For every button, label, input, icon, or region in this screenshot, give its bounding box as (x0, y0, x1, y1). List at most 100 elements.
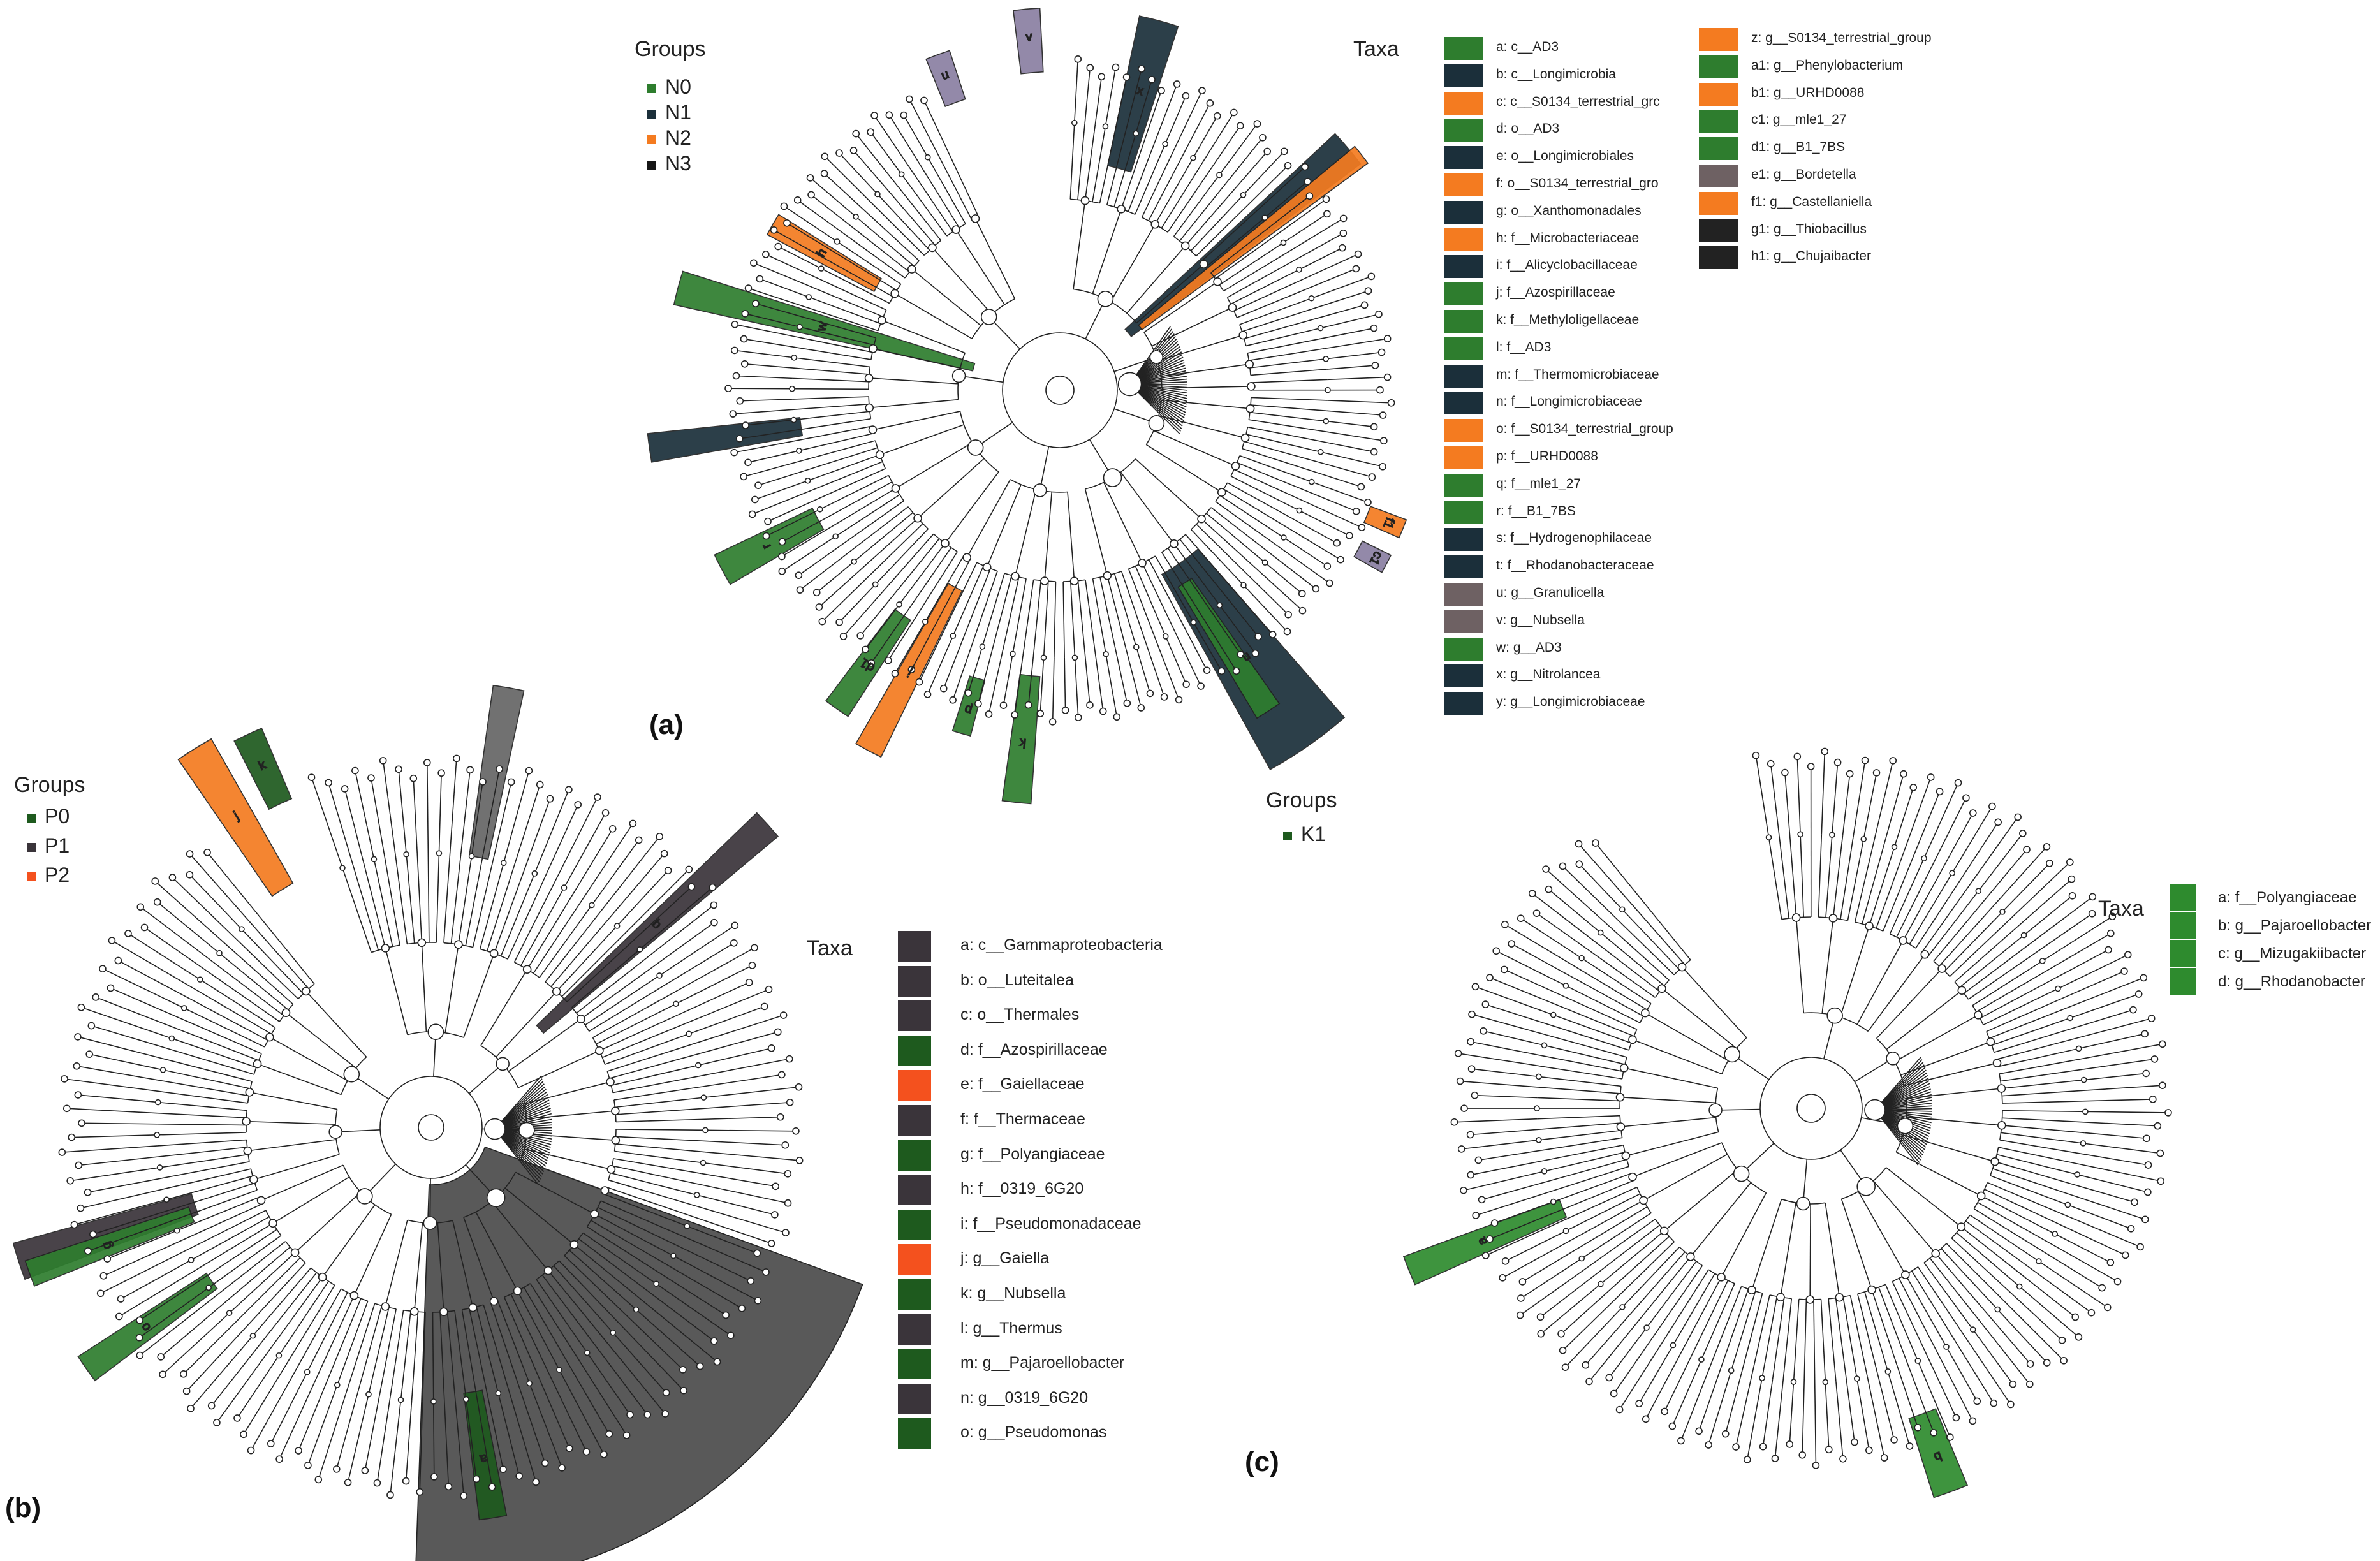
taxa-label: d: o__AD3 (1496, 121, 1560, 136)
tree-leaf-node (730, 448, 738, 457)
tree-node (531, 870, 538, 877)
tree-node (1759, 1375, 1765, 1381)
tree-leaf-node (168, 874, 177, 881)
tree-leaf-node (532, 1478, 540, 1486)
tree-branch (2019, 1286, 2079, 1338)
tree-branch (1227, 482, 1295, 520)
tree-branch (1587, 1219, 1656, 1268)
tree-leaf-node (1927, 773, 1935, 781)
tree-branch (1251, 397, 1328, 401)
tree-node (275, 1352, 283, 1359)
tree-clade-highlight (1012, 7, 1044, 75)
tree-branch (974, 218, 1016, 299)
tree-leaf-node (1518, 1278, 1527, 1286)
tree-branch (541, 1275, 597, 1347)
tree-leaf-node (115, 1312, 123, 1321)
tree-branch (816, 277, 887, 311)
tree-node (463, 1396, 469, 1403)
tree-branch (1849, 1295, 1868, 1377)
tree-node (950, 633, 957, 639)
tree-branch (686, 1226, 758, 1254)
tree-node (1822, 1379, 1829, 1386)
tree-node (1150, 219, 1160, 229)
tree-branch (1032, 580, 1042, 657)
tree-branch (611, 1064, 698, 1087)
tree-branch (1820, 1299, 1826, 1382)
tree-branch (1179, 180, 1228, 242)
tree-branch (943, 562, 978, 632)
group-legend-item: N3 (647, 152, 691, 175)
tree-node (349, 1291, 359, 1300)
tree-branch (1581, 957, 1652, 1004)
tree-branch (64, 1078, 159, 1092)
tree-node (864, 374, 874, 383)
tree-branch (2002, 1100, 2085, 1104)
tree-branch (157, 1112, 247, 1118)
tree-node (898, 171, 905, 178)
tree-branch (1504, 969, 1562, 996)
tree-node (1240, 582, 1247, 589)
tree-branch (1561, 1187, 1638, 1222)
tree-branch (1233, 469, 1304, 502)
tree-branch (1847, 839, 1865, 921)
tree-node (1562, 983, 1569, 989)
tree-leaf-node (626, 1411, 634, 1419)
tree-branch (1215, 501, 1279, 547)
tree-branch (798, 545, 842, 576)
tree-leaf-node (1346, 532, 1353, 539)
tree-branch (1307, 491, 1357, 512)
tree-branch (615, 1108, 705, 1115)
tree-branch (916, 551, 958, 617)
tree-clade-highlight (468, 684, 525, 860)
tree-branch (1917, 1360, 1951, 1438)
tree-node (253, 1059, 262, 1069)
tree-branch (158, 1147, 247, 1157)
tree-leaf-node (1481, 1000, 1490, 1008)
tree-branch (895, 442, 973, 489)
tree-leaf-node (685, 865, 693, 874)
tree-branch (1876, 850, 1905, 929)
tree-branch (760, 278, 809, 298)
tree-branch (794, 357, 870, 368)
tree-branch (110, 987, 180, 1019)
tree-branch (257, 1063, 342, 1096)
tree-node (163, 1196, 170, 1203)
tree-branch (824, 156, 870, 202)
tree-node (611, 1106, 620, 1115)
tree-leaf-node (1471, 983, 1480, 991)
tree-branch (1923, 782, 1959, 859)
tree-branch (1161, 363, 1250, 377)
tree-branch (1242, 307, 1316, 332)
taxa-color-swatch (1444, 473, 1483, 497)
tree-leaf-node (885, 111, 893, 119)
tree-node (365, 1391, 372, 1398)
tree-leaf-node (1237, 650, 1245, 659)
tree-branch (2001, 1132, 2083, 1144)
tree-branch (797, 200, 844, 234)
tree-leaf-node (1251, 649, 1260, 657)
tree-branch (1863, 772, 1877, 840)
tree-branch (1161, 386, 1251, 389)
tree-leaf-node (304, 1462, 312, 1469)
tree-branch (398, 769, 407, 854)
tree-leaf-node (730, 939, 738, 947)
tree-leaf-node (73, 1062, 81, 1070)
tree-branch (559, 1260, 622, 1326)
tree-branch (1154, 158, 1194, 225)
tree-node (1103, 571, 1112, 580)
tree-branch (1960, 1226, 2027, 1279)
tree-branch (492, 782, 512, 861)
tree-leaf-node (1930, 1429, 1937, 1437)
taxa-color-swatch (898, 1035, 931, 1066)
group-legend-item: N0 (647, 75, 691, 99)
tree-leaf-node (1375, 311, 1383, 318)
tree-branch (703, 1086, 799, 1098)
tree-node (1790, 1379, 1797, 1385)
tree-branch (1654, 1265, 1703, 1335)
tree-branch (241, 928, 304, 994)
tree-branch (1092, 578, 1106, 654)
tree-node (891, 484, 900, 493)
tree-branch (1981, 1195, 2055, 1235)
tree-leaf-node (135, 1333, 143, 1342)
tree-branch (688, 1006, 765, 1035)
